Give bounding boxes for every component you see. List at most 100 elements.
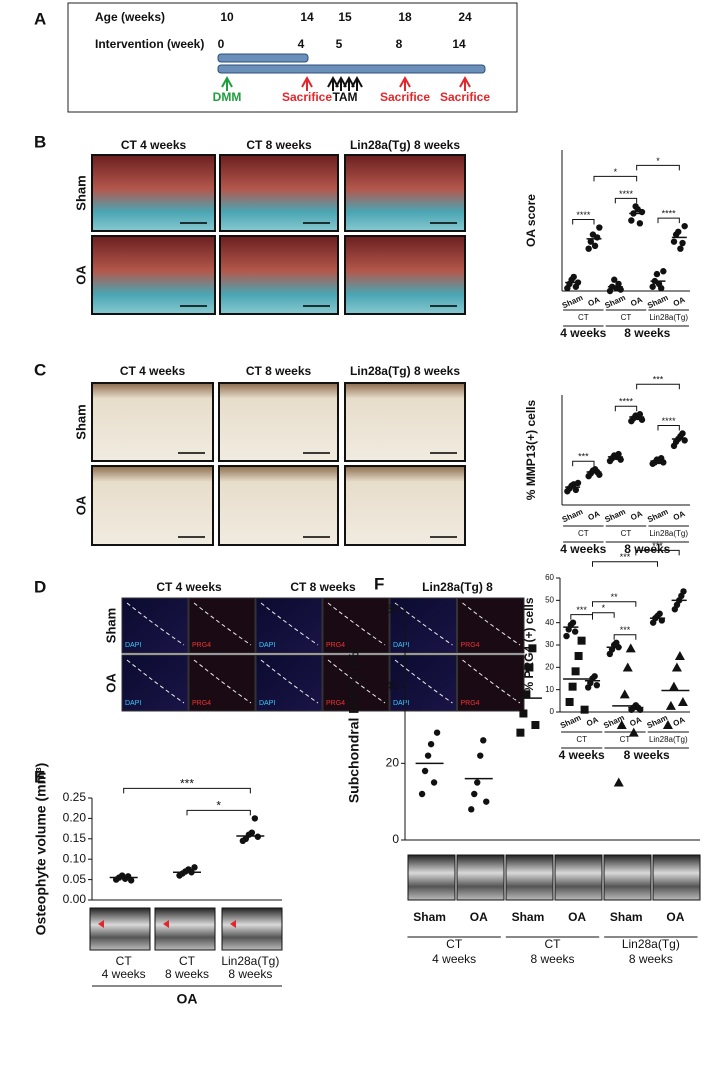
period-label: 8 weeks — [624, 326, 670, 340]
intervention-label: Intervention (week) — [95, 37, 204, 51]
timeline-bar — [217, 53, 309, 63]
x-tick-label: Lin28a(Tg) — [221, 954, 279, 968]
data-point — [424, 752, 432, 759]
data-point — [653, 270, 661, 278]
micrograph — [344, 235, 466, 315]
event-arrow — [221, 75, 233, 91]
period-label: 8 weeks — [530, 952, 574, 966]
y-tick-label: 0 — [392, 832, 399, 846]
data-point — [594, 234, 601, 241]
x-tick-label: Sham — [610, 910, 643, 924]
data-point — [656, 610, 663, 617]
y-tick-label: 20 — [545, 662, 554, 671]
column-header: CT 4 weeks — [121, 138, 187, 152]
event-arrow — [327, 75, 339, 91]
x-tick-label: OA — [629, 295, 644, 308]
age-value: 14 — [300, 10, 314, 24]
group-label: Lin28a(Tg) — [622, 937, 680, 951]
marker-arrow — [163, 920, 169, 928]
timeline-frame — [67, 2, 518, 113]
significance-label: *** — [620, 552, 631, 562]
y-axis-label: OA score — [524, 194, 538, 247]
significance-bracket — [657, 425, 680, 431]
event-label: Sacrifice — [380, 90, 430, 104]
data-point — [593, 682, 601, 689]
micrograph — [218, 382, 339, 462]
group-label: CT — [578, 313, 589, 322]
y-axis-label: % MMP13(+) cells — [524, 399, 538, 500]
significance-label: *** — [653, 375, 664, 385]
panel-label: A — [34, 9, 46, 28]
stain-label: PRG4 — [461, 642, 480, 649]
x-tick-label: OA — [666, 910, 684, 924]
micrograph — [91, 235, 216, 315]
data-point — [483, 798, 490, 805]
marker-arrow — [98, 920, 104, 928]
tissue-outline — [327, 602, 386, 646]
row-label: OA — [73, 265, 88, 285]
y-tick-label: 20 — [386, 756, 400, 770]
significance-bracket — [613, 634, 637, 640]
significance-label: *** — [652, 541, 663, 551]
y-tick-label: 0.10 — [63, 851, 87, 865]
significance-label: * — [602, 603, 606, 613]
data-point — [680, 588, 687, 595]
event-arrow — [351, 75, 363, 91]
data-point — [430, 779, 438, 786]
significance-label: **** — [576, 210, 591, 220]
significance-label: **** — [662, 416, 677, 426]
significance-bracket — [657, 217, 680, 224]
data-point — [427, 740, 435, 748]
data-point — [569, 619, 577, 626]
x-tick-label: OA — [672, 295, 687, 308]
data-point — [628, 727, 639, 737]
significance-bracket — [614, 197, 638, 204]
x-tick-label: OA — [672, 509, 687, 522]
data-point — [531, 721, 540, 729]
tissue-outline — [394, 602, 453, 646]
marker-arrow — [230, 920, 236, 928]
significance-bracket — [123, 787, 251, 794]
data-point — [675, 228, 682, 235]
data-point — [679, 430, 686, 437]
significance-label: *** — [576, 605, 587, 615]
tissue-outline — [260, 659, 319, 704]
tissue-outline — [260, 602, 319, 646]
data-point — [519, 709, 528, 718]
group-label: Lin28a(Tg) — [649, 313, 688, 322]
data-point — [679, 239, 686, 247]
data-point — [636, 411, 644, 418]
data-point — [570, 273, 577, 281]
data-point — [670, 238, 678, 245]
panel-label: F — [374, 574, 384, 593]
tissue-outline — [394, 659, 453, 704]
data-point — [662, 720, 673, 729]
significance-label: * — [216, 799, 221, 813]
micrograph — [91, 465, 214, 546]
group-label: CT — [620, 735, 631, 744]
micro-ct — [89, 907, 151, 951]
row-label: Sham — [73, 175, 88, 210]
y-tick-label: 0.15 — [63, 831, 87, 845]
y-tick-label: 50 — [545, 595, 554, 604]
timeline-bar — [217, 64, 486, 74]
data-point — [474, 779, 481, 786]
significance-bracket — [592, 612, 615, 618]
micrograph — [344, 154, 466, 232]
data-point — [622, 662, 633, 672]
data-point — [565, 698, 574, 706]
column-header: CT 4 weeks — [120, 364, 186, 378]
tissue-outline — [462, 659, 521, 704]
age-value: 24 — [458, 10, 472, 24]
data-point — [660, 459, 667, 466]
significance-label: ** — [611, 592, 619, 602]
micro-ct — [603, 854, 652, 901]
period-label: 8 weeks — [629, 952, 673, 966]
panel-label: B — [34, 132, 46, 151]
row-label: OA — [103, 673, 118, 693]
data-point — [471, 790, 478, 798]
row-label: OA — [73, 495, 88, 515]
column-header: Lin28a(Tg) 8 weeks — [350, 138, 460, 152]
data-point — [615, 280, 622, 288]
week-value: 8 — [396, 37, 403, 51]
